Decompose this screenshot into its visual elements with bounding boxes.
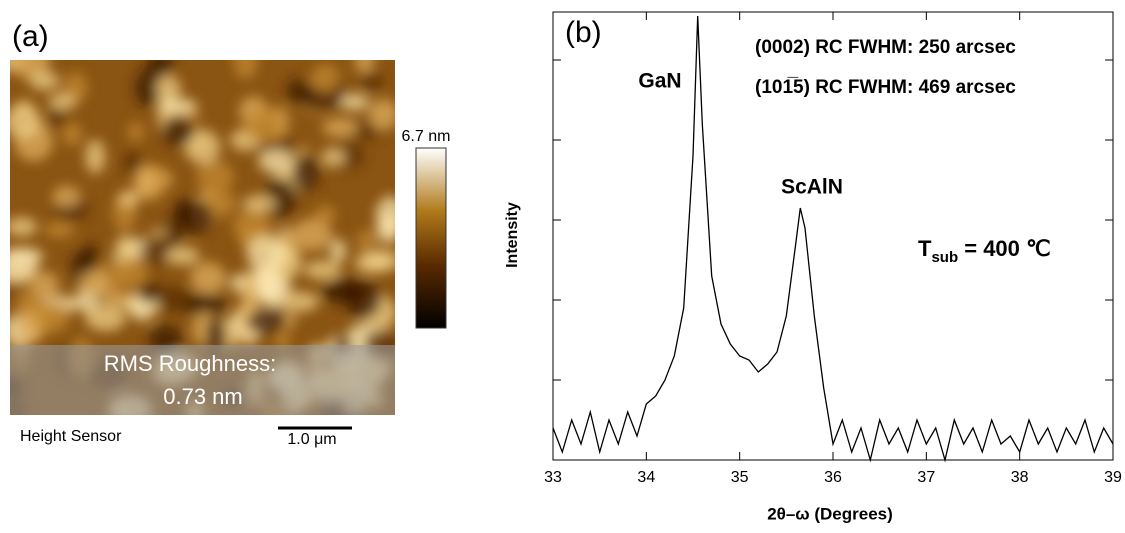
afm-grain — [10, 247, 44, 264]
afm-grain — [85, 139, 106, 174]
afm-grain — [34, 300, 70, 334]
afm-grain — [165, 246, 200, 266]
colorbar-label: 6.7 nm — [402, 128, 451, 145]
afm-grain — [137, 281, 161, 304]
x-tick-label: 36 — [824, 469, 842, 486]
x-tick-label: 34 — [637, 469, 655, 486]
afm-grain — [158, 97, 198, 115]
afm-grain — [161, 115, 195, 146]
afm-grain — [321, 147, 346, 167]
afm-grain — [354, 60, 375, 74]
afm-grain — [127, 121, 145, 142]
afm-grain — [135, 166, 158, 199]
afm-grain — [345, 280, 382, 319]
afm-grain — [291, 218, 333, 251]
afm-grain — [322, 117, 359, 138]
afm-grain — [134, 69, 161, 107]
afm-grain — [44, 221, 75, 239]
temperature-label: Tsub = 400 ℃ — [918, 236, 1051, 266]
panel-label: (b) — [565, 16, 602, 49]
afm-grain — [115, 257, 148, 289]
afm-grain — [244, 107, 288, 145]
overlay-text: 0.73 nm — [163, 384, 243, 409]
afm-grain — [233, 60, 258, 80]
afm-grain — [246, 235, 287, 274]
annotation: ScAlN — [781, 176, 843, 199]
afm-grain — [292, 154, 320, 192]
afm-image — [10, 60, 395, 415]
x-tick-label: 33 — [544, 469, 562, 486]
annotation: (101̅5) RC FWHM: 469 arcsec — [755, 77, 1016, 98]
afm-grain — [62, 122, 82, 147]
afm-grain — [156, 75, 181, 101]
afm-grain — [190, 261, 226, 295]
afm-grain — [123, 150, 142, 176]
afm-grain — [153, 286, 192, 312]
afm-grain — [118, 190, 140, 207]
afm-grain — [368, 98, 395, 131]
temperature-symbol: T — [918, 236, 932, 261]
afm-grain — [314, 205, 337, 224]
afm-grain — [31, 271, 59, 299]
panel-label: (a) — [12, 20, 49, 53]
afm-grain — [246, 308, 287, 335]
temperature-subscript: sub — [931, 249, 958, 266]
afm-grain — [176, 199, 214, 234]
overlay-text: RMS Roughness: — [104, 351, 276, 376]
afm-grain — [10, 217, 38, 237]
afm-grain — [242, 194, 277, 213]
afm-grain — [311, 63, 341, 94]
afm-grain — [183, 291, 226, 318]
temperature-text: = 400 ℃ — [958, 236, 1051, 261]
afm-grain — [184, 129, 221, 165]
scale-bar-label: 1.0 μm — [287, 431, 336, 448]
afm-grain — [258, 149, 295, 174]
afm-grain — [376, 214, 395, 244]
afm-grain — [360, 70, 384, 91]
afm-grain — [286, 78, 311, 105]
y-axis-label: Intensity — [504, 202, 521, 268]
x-axis-label: 2θ–ω (Degrees) — [767, 504, 893, 523]
afm-grain — [101, 291, 131, 308]
annotation: (0002) RC FWHM: 250 arcsec — [755, 37, 1016, 58]
afm-grain — [205, 317, 227, 354]
afm-grain — [29, 71, 60, 91]
x-tick-label: 35 — [731, 469, 749, 486]
afm-grain — [48, 93, 76, 111]
afm-grain — [196, 159, 234, 194]
afm-grain — [52, 185, 81, 209]
x-tick-label: 37 — [917, 469, 935, 486]
afm-grain — [85, 305, 126, 332]
afm-grain — [356, 230, 377, 252]
x-tick-label: 38 — [1011, 469, 1029, 486]
xrd-line — [552, 15, 1114, 463]
caption: Height Sensor — [20, 428, 122, 445]
colorbar — [415, 147, 447, 329]
afm-grain — [241, 273, 259, 312]
afm-grain — [339, 93, 370, 111]
afm-grain — [330, 238, 347, 264]
afm-grain — [278, 291, 319, 312]
afm-grain — [146, 60, 174, 78]
afm-grain — [304, 260, 342, 280]
afm-grain — [354, 252, 388, 274]
xrd-chart: (b) GaN ScAlN (0002) RC FWHM: 250 arcsec… — [504, 11, 1122, 523]
x-tick-label: 39 — [1104, 469, 1122, 486]
annotation: GaN — [638, 70, 681, 93]
afm-grain — [10, 104, 42, 139]
afm-grain — [78, 270, 111, 297]
